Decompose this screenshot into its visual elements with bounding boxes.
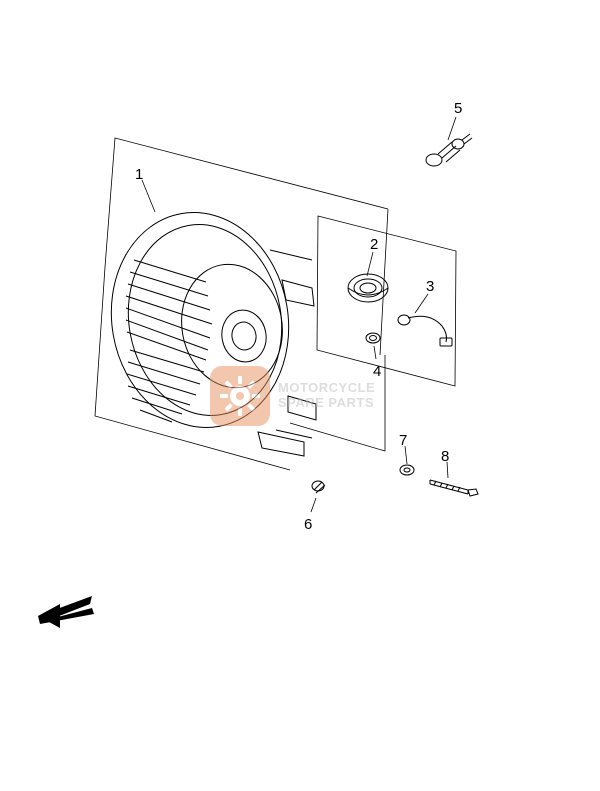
callout-4: 4: [373, 363, 381, 380]
callout-2: 2: [370, 236, 378, 253]
part-bulb-cover: [348, 274, 388, 302]
callout-7: 7: [399, 432, 407, 449]
callout-1: 1: [135, 166, 143, 183]
part-adjuster-plug: [312, 481, 325, 493]
callout-5: 5: [454, 100, 462, 117]
exploded-view-svg: [0, 0, 600, 791]
part-bulb: [426, 134, 472, 166]
part-washer: [400, 465, 414, 475]
part-bolt: [430, 480, 478, 496]
direction-arrow-icon: [38, 596, 94, 628]
part-socket-lead: [398, 315, 452, 346]
callout-6: 6: [304, 516, 312, 533]
parts-diagram: 1 2 3 4 5 6 7 8: [0, 0, 600, 791]
part-grommet: [366, 333, 380, 343]
assembly-box-main: [95, 138, 388, 470]
callout-3: 3: [426, 278, 434, 295]
part-headlamp-housing: [95, 198, 316, 456]
callout-8: 8: [441, 448, 449, 465]
callout-leaders: [142, 117, 456, 512]
